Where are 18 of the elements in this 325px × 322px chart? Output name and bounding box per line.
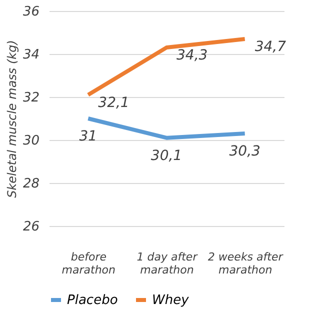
y-tick-label: 28 xyxy=(22,176,40,192)
data-label: 34,3 xyxy=(176,48,208,64)
data-label: 34,7 xyxy=(254,38,286,55)
y-tick-label: 36 xyxy=(22,4,40,20)
data-label: 30,1 xyxy=(150,148,182,164)
y-tick-label: 26 xyxy=(22,220,40,234)
x-tick-label: 2 weeks after marathon xyxy=(208,250,284,276)
data-label: 30,3 xyxy=(229,144,260,160)
data-label: 32,1 xyxy=(98,94,130,111)
y-axis-title: Skeletal muscle mass (kg) xyxy=(4,40,19,198)
y-tick-label: 32 xyxy=(22,90,40,106)
y-tick-label: 30 xyxy=(22,134,40,148)
legend-label: Whey xyxy=(152,293,190,308)
y-tick-label: 34 xyxy=(22,48,40,62)
x-tick-label: before marathon xyxy=(62,250,116,276)
x-tick-label: 1 day after marathon xyxy=(136,250,199,276)
data-label: 31 xyxy=(79,128,98,144)
legend-label: Placebo xyxy=(67,293,118,308)
